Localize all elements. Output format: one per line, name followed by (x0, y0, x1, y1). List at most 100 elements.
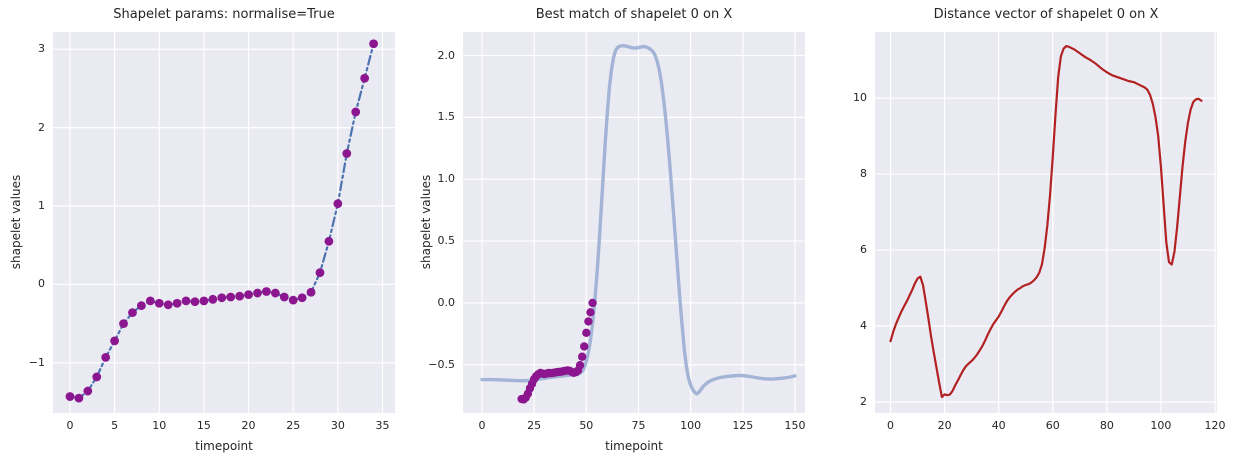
subplot-title: Best match of shapelet 0 on X (535, 7, 733, 22)
best-match-shapelet-0-marker (540, 369, 549, 379)
shapelet-0-values-marker (244, 290, 253, 300)
best-match-shapelet-0-marker (559, 366, 568, 376)
best-match-shapelet-0-marker (575, 361, 585, 370)
x-tick-label: 35 (375, 419, 390, 432)
y-tick-label: 1.5 (437, 110, 456, 124)
y-axis-label: shapelet values (419, 174, 433, 270)
shapelet-0-values-marker (154, 298, 164, 308)
x-axis-label: timepoint (195, 439, 253, 453)
best-match-shapelet-0-marker (567, 367, 576, 377)
best-match-shapelet-0-marker (561, 366, 570, 376)
shapelet-0-values-marker (297, 293, 307, 303)
x-tick-label: 60 (1045, 419, 1060, 432)
y-tick-label: 6 (860, 243, 867, 257)
best-match-shapelet-0-marker (548, 368, 558, 378)
shapelet-0-values-marker (288, 295, 298, 305)
shapelet-0-values-marker (262, 287, 271, 296)
best-match-shapelet-0-marker (527, 379, 537, 389)
x-tick-label: 0 (887, 419, 895, 432)
shapelet-line-chart (53, 32, 395, 413)
distance-vector-line (889, 44, 1203, 399)
shapelet-0-values-marker (83, 386, 93, 396)
shapelet-0-values-marker (270, 288, 280, 298)
best-match-shapelet-0-marker (519, 395, 528, 404)
y-tick-label: 10 (853, 91, 867, 105)
best-match-shapelet-0-marker (517, 394, 526, 404)
best-match-shapelet-0-marker (552, 367, 562, 377)
x-tick-label: 15 (196, 419, 211, 432)
x-tick-label: 150 (784, 419, 806, 432)
y-tick-label: −0.5 (428, 357, 455, 371)
best-match-shapelet-0-marker (563, 366, 572, 375)
y-tick-label: −1 (28, 355, 45, 369)
best-match-shapelet-0-marker (523, 389, 533, 398)
shapelet-0-values-marker (199, 296, 209, 306)
shapelet-0-values-line (68, 42, 375, 400)
shapelet-0-values-marker (101, 352, 111, 362)
y-axis-label: shapelet values (9, 174, 23, 270)
best-match-shapelet-0-marker (542, 369, 551, 378)
shapelet-0-values-marker (226, 292, 236, 302)
shapelet-0-values-marker (208, 294, 218, 304)
shapelet-0-values-marker (190, 297, 200, 307)
x-tick-label: 20 (241, 419, 256, 432)
shapelet-0-values-marker (360, 73, 370, 83)
y-tick-label: 2.0 (437, 48, 456, 62)
shapelet-0-values-marker (342, 149, 352, 158)
shapelet-0-values-marker (235, 291, 245, 301)
best-match-shapelet-0-marker (565, 366, 574, 376)
best-match-shapelet-0-marker (525, 384, 535, 393)
shapelet-0-values-marker (181, 296, 191, 306)
best-match-shapelet-0-marker (586, 308, 595, 317)
x-tick-label: 30 (330, 419, 345, 432)
shapelet-0-values-marker (92, 372, 102, 382)
plot-area (53, 32, 395, 413)
y-tick-label: 0.0 (437, 295, 456, 309)
shapelet-0-values-marker (253, 288, 262, 298)
best-match-shapelet-0-marker (550, 368, 560, 377)
shapelet-0-values-marker (137, 301, 146, 310)
y-tick-label: 8 (860, 167, 867, 181)
best-match-shapelet-0-marker (569, 368, 578, 377)
best-match-shapelet-0-marker (521, 393, 531, 402)
x-tick-label: 50 (579, 419, 594, 432)
y-tick-label: 3 (38, 42, 45, 56)
best-match-shapelet-0-marker (536, 368, 545, 378)
plot-area (463, 32, 805, 413)
x-tick-label: 0 (66, 419, 74, 432)
y-tick-label: 4 (860, 319, 867, 332)
x-tick-label: 25 (286, 419, 301, 432)
shapelet-0-values-marker (217, 293, 227, 303)
shapelet-0-values-marker (315, 268, 325, 278)
best-match-shapelet-0-marker (571, 367, 581, 377)
x-tick-label: 80 (1099, 419, 1114, 432)
x-tick-label: 5 (111, 419, 119, 432)
x-tick-label: 100 (680, 419, 702, 432)
best-match-shapelet-0-marker (532, 371, 541, 381)
x-tick-label: 75 (631, 419, 646, 432)
y-tick-label: 0 (38, 277, 45, 291)
best-match-shapelet-0-marker (534, 370, 543, 379)
x-tick-label: 20 (937, 419, 952, 432)
shapelet-0-values-marker (145, 296, 155, 306)
y-tick-label: 0.5 (437, 234, 456, 248)
shapelet-0-values-marker (369, 39, 378, 49)
best-match-shapelet-0-marker (554, 367, 564, 377)
shapelet-0-values-marker (333, 199, 343, 209)
shapelet-0-values-marker (172, 298, 182, 308)
shapelet-0-values-marker (279, 292, 289, 302)
best-match-shapelet-0-marker (538, 369, 547, 378)
best-match-shapelet-0-marker (546, 368, 556, 378)
shapelet-0-values-marker (351, 107, 361, 117)
x-axis-label: timepoint (605, 439, 663, 453)
shapelet-0-values-marker (65, 392, 75, 401)
best-match-chart (463, 32, 805, 413)
best-match-shapelet-0-marker (582, 328, 591, 338)
x-tick-label: 120 (1204, 419, 1226, 432)
subplot-title: Distance vector of shapelet 0 on X (933, 7, 1159, 22)
shapelet-0-values-marker (74, 393, 84, 403)
